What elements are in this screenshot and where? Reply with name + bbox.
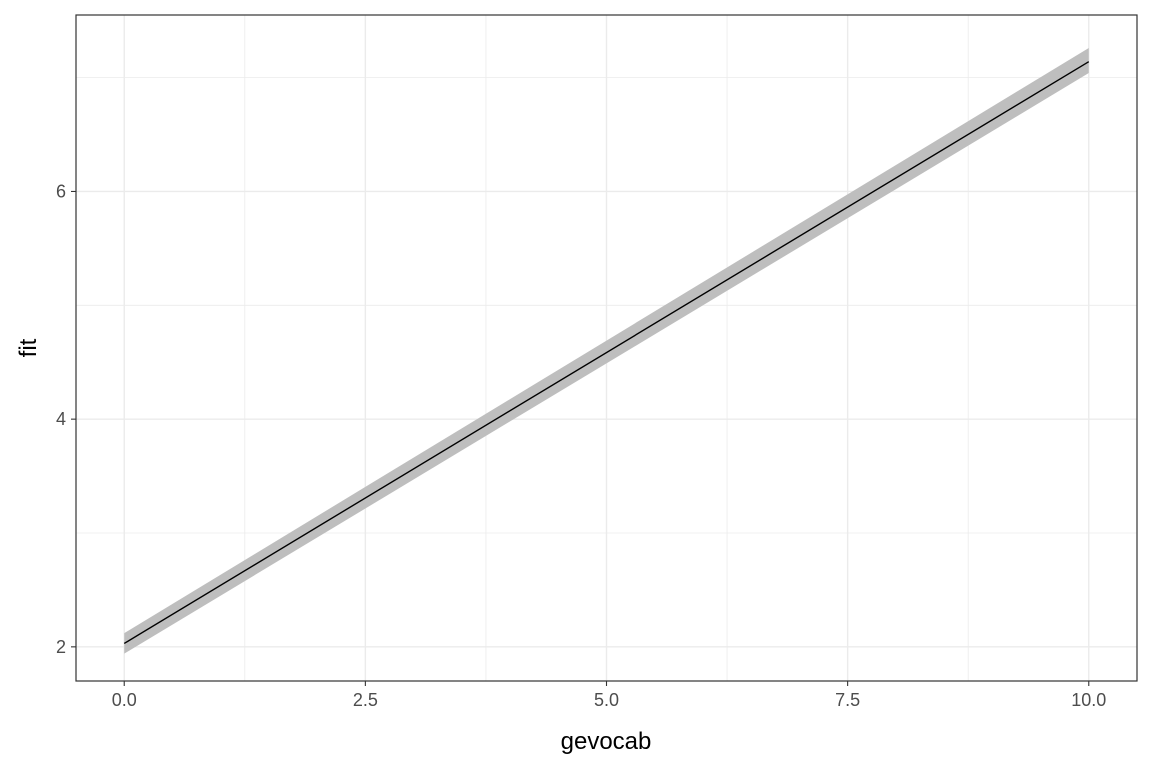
- x-tick-label: 2.5: [353, 690, 378, 710]
- fit-line: [123, 61, 1090, 645]
- y-tick-label: 6: [56, 181, 66, 201]
- x-tick-label: 10.0: [1071, 690, 1106, 710]
- x-axis-title: gevocab: [561, 728, 652, 755]
- y-tick-label: 2: [56, 637, 66, 657]
- major-gridlines: [76, 15, 1137, 681]
- y-axis-ticks: 2 4 6: [56, 181, 76, 657]
- series-layer: [123, 48, 1090, 654]
- confidence-ribbon: [124, 48, 1089, 654]
- x-tick-label: 5.0: [594, 690, 619, 710]
- y-tick-label: 4: [56, 409, 66, 429]
- x-tick-label: 0.0: [112, 690, 137, 710]
- x-axis-ticks: 0.0 2.5 5.0 7.5 10.0: [112, 681, 1106, 710]
- y-axis-title: fit: [15, 338, 42, 357]
- x-tick-label: 7.5: [835, 690, 860, 710]
